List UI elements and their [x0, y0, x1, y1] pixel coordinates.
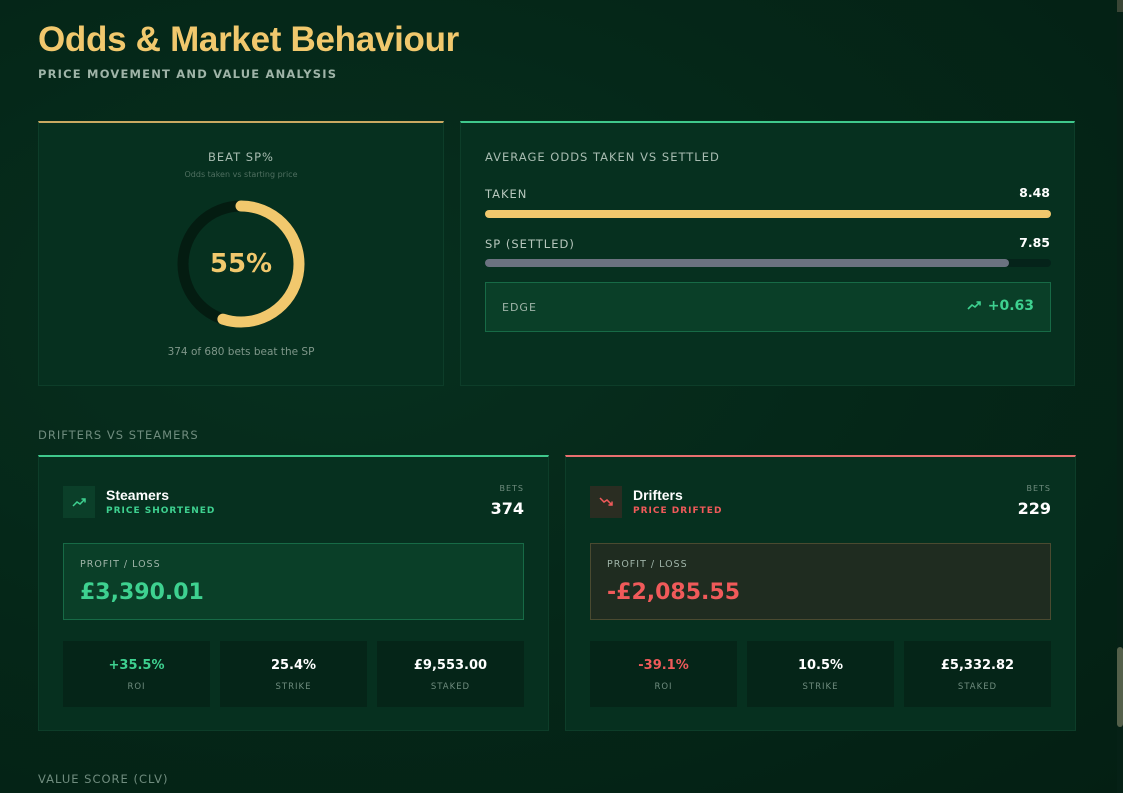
steamers-strike-label: STRIKE	[275, 682, 312, 692]
sp-bar	[485, 259, 1051, 267]
average-odds-card: AVERAGE ODDS TAKEN VS SETTLED TAKEN 8.48…	[460, 121, 1075, 386]
drifters-strike-stat: 10.5% STRIKE	[747, 641, 894, 707]
drifters-staked-value: £5,332.82	[940, 658, 1015, 673]
steamers-pl-label: PROFIT / LOSS	[80, 559, 161, 570]
page-title: Odds & Market Behaviour	[38, 20, 459, 59]
steamers-staked-stat: £9,553.00 STAKED	[377, 641, 524, 707]
section-drifters-vs-steamers: DRIFTERS VS STEAMERS	[38, 428, 199, 442]
scrollbar-top[interactable]	[1117, 0, 1123, 12]
edge-label: EDGE	[502, 301, 537, 314]
sp-bar-fill	[485, 259, 1010, 267]
steamers-pl-value: £3,390.01	[80, 580, 204, 605]
page-subtitle: PRICE MOVEMENT AND VALUE ANALYSIS	[38, 67, 338, 81]
scrollbar[interactable]	[1117, 0, 1123, 793]
taken-bar	[485, 210, 1051, 218]
steamers-bets-label: BETS	[499, 484, 524, 493]
drifters-card: Drifters PRICE DRIFTED BETS 229 PROFIT /…	[565, 455, 1076, 731]
taken-value: 8.48	[1019, 185, 1050, 200]
steamers-staked-label: STAKED	[430, 682, 471, 692]
steamers-roi-stat: +35.5% ROI	[63, 641, 210, 707]
steamers-roi-value: +35.5%	[108, 658, 165, 673]
steamers-bets-value: 374	[490, 499, 524, 518]
drifters-staked-stat: £5,332.82 STAKED	[904, 641, 1051, 707]
drifters-staked-label: STAKED	[957, 682, 998, 692]
drifters-strike-value: 10.5%	[797, 658, 844, 673]
beat-sp-value: 55%	[209, 249, 273, 279]
trending-up-icon	[967, 298, 982, 314]
drifters-tag: PRICE DRIFTED	[633, 506, 723, 516]
drifters-name: Drifters	[633, 487, 683, 503]
drifters-pl-value: -£2,085.55	[607, 580, 740, 605]
drifters-bets-label: BETS	[1026, 484, 1051, 493]
drifters-roi-value: -39.1%	[638, 658, 689, 673]
section-value-score: VALUE SCORE (CLV)	[38, 772, 169, 786]
sp-value: 7.85	[1019, 235, 1050, 250]
edge-value-group: +0.63	[967, 298, 1034, 314]
drifters-pl-box: PROFIT / LOSS -£2,085.55	[590, 543, 1051, 620]
taken-bar-fill	[485, 210, 1051, 218]
beat-sp-card: BEAT SP% Odds taken vs starting price 55…	[38, 121, 444, 386]
beat-sp-gauge	[177, 200, 305, 328]
taken-label: TAKEN	[485, 187, 528, 201]
beat-sp-label: BEAT SP%	[208, 150, 274, 164]
drifters-pl-label: PROFIT / LOSS	[607, 559, 688, 570]
edge-value: +0.63	[987, 298, 1034, 314]
average-odds-title: AVERAGE ODDS TAKEN VS SETTLED	[485, 150, 720, 164]
steamers-tag: PRICE SHORTENED	[106, 506, 216, 516]
drifters-strike-label: STRIKE	[802, 682, 839, 692]
steamers-name: Steamers	[106, 487, 170, 503]
steamers-roi-label: ROI	[127, 682, 146, 692]
drifters-roi-label: ROI	[654, 682, 673, 692]
trending-down-icon	[590, 486, 622, 518]
beat-sp-sublabel: Odds taken vs starting price	[184, 170, 298, 179]
trending-up-icon	[63, 486, 95, 518]
sp-label: SP (SETTLED)	[485, 237, 575, 251]
drifters-bets-value: 229	[1017, 499, 1051, 518]
edge-box: EDGE +0.63	[485, 282, 1051, 332]
beat-sp-gauge-arc	[177, 200, 305, 328]
steamers-pl-box: PROFIT / LOSS £3,390.01	[63, 543, 524, 620]
beat-sp-footer: 374 of 680 bets beat the SP	[167, 346, 315, 358]
drifters-roi-stat: -39.1% ROI	[590, 641, 737, 707]
steamers-strike-stat: 25.4% STRIKE	[220, 641, 367, 707]
steamers-card: Steamers PRICE SHORTENED BETS 374 PROFIT…	[38, 455, 549, 731]
steamers-staked-value: £9,553.00	[413, 658, 488, 673]
steamers-strike-value: 25.4%	[270, 658, 317, 673]
scrollbar-thumb[interactable]	[1117, 647, 1123, 727]
